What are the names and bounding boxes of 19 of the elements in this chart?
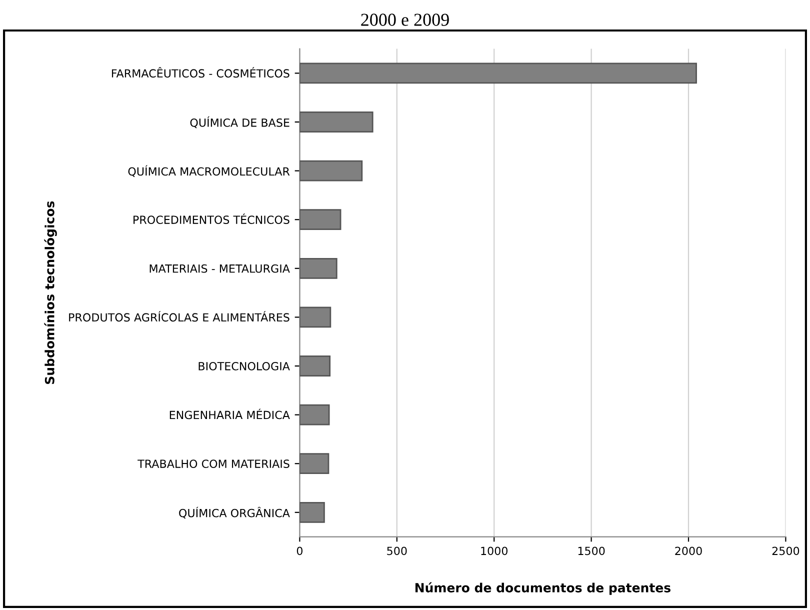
x-tick-label: 2500 — [772, 546, 800, 556]
y-tick-label: QUÍMICA DE BASE — [190, 116, 290, 128]
y-axis-title: Subdomínios tecnológicos — [44, 201, 57, 384]
x-tick-label: 2000 — [675, 546, 702, 556]
x-tick-label: 500 — [387, 546, 407, 556]
y-tick-label: PRODUTOS AGRÍCOLAS E ALIMENTÁRES — [69, 311, 290, 322]
chart-title: 2000 e 2009 — [361, 14, 449, 26]
x-tick-label: 1000 — [481, 546, 508, 556]
y-tick-label: QUÍMICA MACROMOLECULAR — [128, 165, 290, 177]
x-tick-label: 1500 — [578, 546, 605, 556]
y-tick-label: BIOTECNOLOGIA — [198, 362, 290, 370]
x-axis-title: Número de documentos de patentes — [415, 582, 670, 595]
y-tick-label: ENGENHARIA MÉDICA — [170, 408, 290, 420]
y-tick-label: QUÍMICA ORGÂNICA — [179, 506, 290, 519]
y-tick-label: FARMACÊUTICOS - COSMÉTICOS — [112, 67, 290, 78]
x-tick-label: 0 — [296, 546, 302, 556]
y-tick-label: TRABALHO COM MATERIAIS — [138, 460, 290, 468]
y-tick-label: MATERIAIS - METALURGIA — [150, 264, 290, 273]
y-tick-label: PROCEDIMENTOS TÉCNICOS — [134, 214, 290, 224]
